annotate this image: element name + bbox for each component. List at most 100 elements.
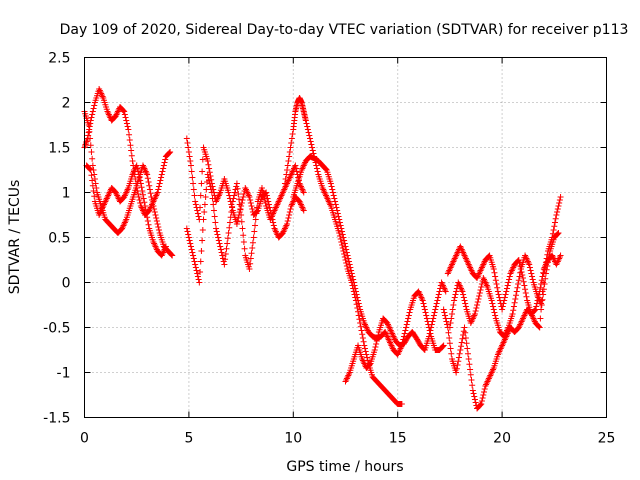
data-point-interp [91, 102, 98, 109]
data-point [446, 324, 453, 331]
data-point-interp [91, 171, 98, 178]
data-point-interp [541, 281, 548, 287]
data-point-interp [446, 335, 453, 341]
data-point-interp [89, 108, 96, 115]
data-point-interp [198, 180, 205, 187]
data-point-interp [136, 197, 143, 203]
data-point [442, 288, 449, 295]
data-point-interp [478, 398, 485, 404]
data-point-interp [146, 186, 153, 193]
data-point-interp [199, 168, 206, 175]
data-point-interp [516, 273, 523, 280]
data-point-interp [403, 321, 410, 328]
data-point-interp [155, 227, 162, 233]
data-point-interp [248, 250, 255, 257]
data-point-interp [229, 204, 236, 211]
data-point-interp [447, 320, 454, 326]
data-point-interp [143, 210, 150, 217]
data-point-interp [194, 210, 201, 217]
data-point [509, 311, 516, 317]
data-point [196, 279, 203, 286]
data-point [344, 252, 351, 259]
data-point-interp [160, 162, 167, 169]
data-point-interp [126, 131, 133, 138]
data-point-interp [510, 307, 517, 314]
data-point-interp [202, 194, 209, 200]
data-point-interp [505, 279, 512, 286]
data-point-interp [285, 215, 292, 221]
data-point-interp [522, 286, 529, 293]
data-point-interp [234, 185, 241, 192]
data-point-interp [468, 377, 475, 383]
data-point-interp [490, 303, 497, 310]
data-point-interp [87, 142, 94, 149]
data-point-interp [470, 390, 477, 397]
data-point-interp [199, 156, 206, 163]
data-point-interp [474, 299, 481, 305]
data-point-interp [186, 237, 193, 244]
data-point-interp [462, 303, 469, 310]
data-point-interp [464, 345, 471, 352]
data-point-interp [185, 234, 192, 241]
data-point [284, 221, 291, 227]
data-point-interp [355, 300, 362, 307]
y-tick-label: -1 [57, 366, 71, 382]
data-point-interp [190, 255, 197, 262]
data-point-interp [185, 149, 192, 155]
data-point [292, 162, 299, 169]
data-point-interp [212, 219, 219, 226]
data-point [125, 126, 132, 133]
data-point-interp [207, 173, 214, 179]
data-point-interp [190, 186, 197, 193]
data-point [152, 212, 159, 218]
data-point-interp [186, 153, 193, 160]
data-point-interp [441, 309, 448, 316]
data-point [162, 243, 169, 250]
data-point-interp [442, 315, 449, 322]
data-point-interp [533, 303, 540, 310]
data-point-interp [478, 284, 485, 290]
data-point-interp [491, 269, 498, 276]
data-point-interp [432, 306, 439, 313]
data-point-interp [373, 338, 380, 344]
data-point-interp [463, 340, 470, 347]
data-point-interp [343, 246, 350, 253]
data-point-interp [343, 249, 350, 256]
data-point [451, 297, 458, 304]
data-point-interp [464, 350, 471, 357]
data-point-interp [191, 258, 198, 265]
data-point-interp [205, 161, 212, 168]
data-point-interp [348, 267, 355, 274]
data-point [519, 275, 526, 281]
data-point-interp [446, 340, 453, 347]
data-point-interp [254, 208, 261, 215]
data-point [440, 342, 447, 349]
data-point [557, 252, 564, 259]
data-point-interp [156, 180, 163, 187]
data-point [281, 180, 288, 187]
data-point-interp [359, 335, 366, 341]
data-point-interp [453, 288, 460, 295]
data-point-interp [359, 331, 366, 338]
data-point-interp [161, 159, 168, 166]
data-point [553, 212, 560, 218]
data-point-interp [286, 212, 293, 218]
data-point-interp [499, 303, 506, 310]
data-point-interp [122, 114, 129, 121]
data-point-interp [448, 311, 455, 317]
data-point [246, 266, 253, 272]
x-tick-label: 25 [598, 431, 616, 447]
data-point [129, 158, 136, 164]
data-point [187, 243, 194, 250]
data-point-interp [201, 201, 208, 208]
data-point-interp [554, 209, 561, 215]
data-point-interp [331, 195, 338, 202]
data-point-interp [157, 177, 164, 184]
data-point-interp [520, 278, 527, 285]
data-point-interp [460, 328, 467, 335]
y-tick-label: -1.5 [43, 411, 70, 427]
x-tick-label: 5 [184, 431, 193, 447]
data-point-interp [137, 177, 144, 184]
data-point-interp [552, 215, 559, 222]
data-point-interp [216, 240, 223, 247]
